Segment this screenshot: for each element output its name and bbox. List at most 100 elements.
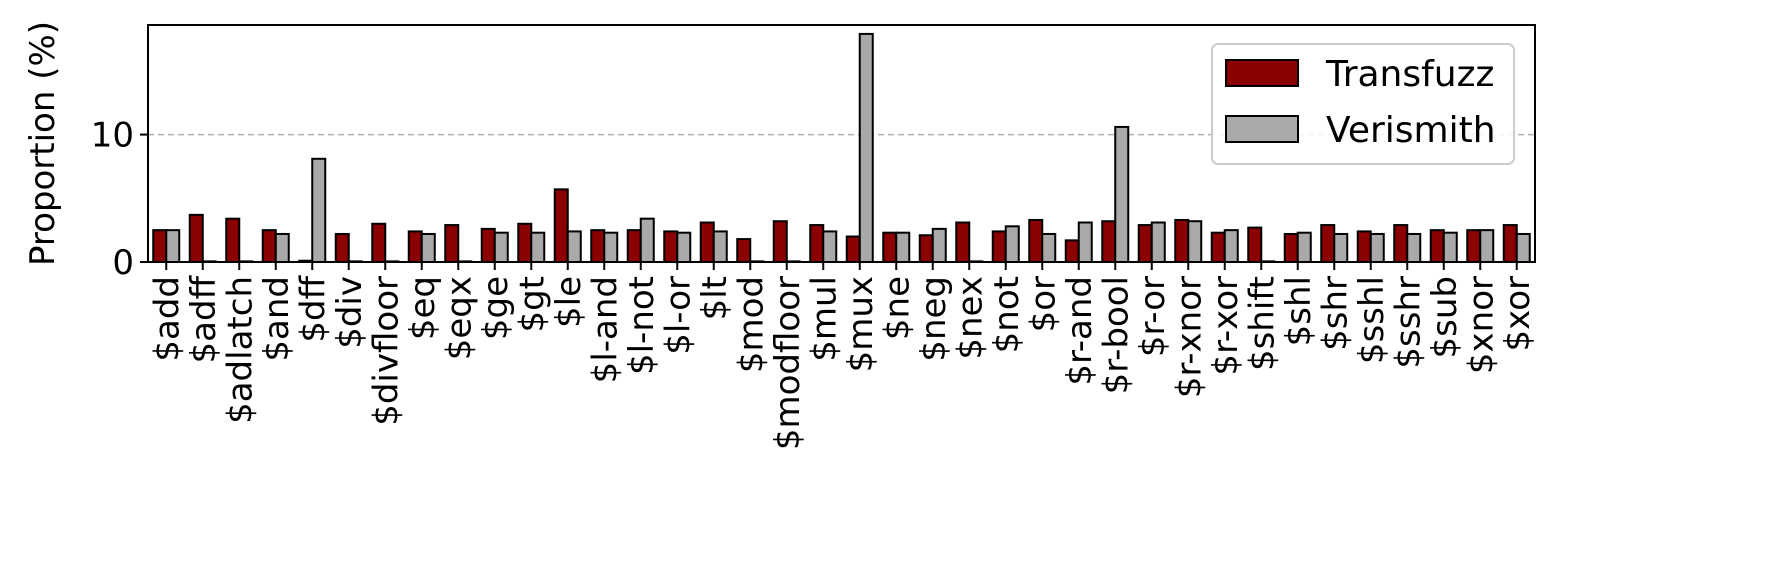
x-tick-label: $shift	[1242, 276, 1282, 371]
x-tick-label: $mul	[804, 276, 844, 362]
x-tick-label: $l-or	[658, 276, 698, 355]
bar-verismith-and	[274, 232, 290, 263]
bar-verismith-r-xor	[1223, 229, 1239, 263]
bar-transfuzz-or	[1028, 218, 1044, 263]
x-tick-label: $add	[147, 276, 187, 362]
bar-verismith-or	[1041, 232, 1057, 263]
x-tick-label: $div	[330, 276, 370, 349]
bar-transfuzz-mul	[809, 224, 825, 263]
bar-transfuzz-neg	[918, 234, 934, 263]
bar-transfuzz-r-or	[1137, 224, 1153, 263]
bar-verismith-shl	[1296, 231, 1312, 263]
x-tick-label: $adlatch	[220, 276, 260, 424]
plot-area-frame	[147, 24, 1536, 263]
x-tick-label: $shr	[1315, 276, 1355, 351]
bar-verismith-xor	[1515, 232, 1531, 263]
x-axis: $add$adff$adlatch$and$dff$div$divfloor$e…	[147, 262, 1538, 450]
x-tick-label: $l-and	[585, 276, 625, 383]
bar-transfuzz-adff	[188, 213, 204, 264]
bar-verismith-lt	[712, 230, 728, 264]
x-tick-label: $sshl	[1352, 276, 1392, 364]
bar-transfuzz-and	[261, 229, 277, 263]
bar-transfuzz-modfloor	[772, 220, 788, 263]
x-tick-label: $r-xnor	[1169, 276, 1209, 398]
bar-transfuzz-mod	[736, 238, 752, 263]
x-tick-label: $ge	[476, 276, 516, 340]
bar-verismith-l-or	[676, 231, 692, 263]
x-tick-label: $modfloor	[768, 276, 808, 450]
bar-verismith-dff	[311, 157, 327, 264]
bar-transfuzz-l-and	[590, 229, 606, 263]
bar-verismith-gt	[530, 231, 546, 263]
bar-verismith-r-and	[1077, 221, 1093, 263]
bar-transfuzz-r-xor	[1210, 231, 1226, 263]
bar-transfuzz-shr	[1320, 224, 1336, 263]
x-tick-label: $mod	[731, 276, 771, 373]
bar-transfuzz-ge	[480, 227, 496, 264]
bar-transfuzz-sshr	[1393, 224, 1409, 263]
bar-transfuzz-lt	[699, 221, 715, 263]
bar-transfuzz-l-not	[626, 229, 642, 263]
bar-verismith-eq	[420, 232, 436, 263]
bar-transfuzz-div	[334, 232, 350, 263]
y-axis-label: Proportion (%)	[23, 21, 63, 266]
x-tick-label: $neg	[914, 276, 954, 362]
bar-verismith-shr	[1333, 232, 1349, 263]
legend-swatch-transfuzz	[1225, 59, 1299, 87]
bar-transfuzz-mux	[845, 235, 861, 263]
y-axis: 0 10	[91, 116, 148, 283]
x-tick-label: $xnor	[1461, 276, 1501, 374]
bar-transfuzz-nex	[955, 221, 971, 263]
bar-transfuzz-r-bool	[1101, 220, 1117, 263]
bar-transfuzz-not	[991, 230, 1007, 264]
x-tick-label: $not	[987, 276, 1027, 353]
bar-transfuzz-divfloor	[371, 222, 387, 264]
bar-transfuzz-shift	[1247, 226, 1263, 263]
y-tick-label: 0	[112, 243, 134, 283]
x-tick-label: $mux	[841, 276, 881, 372]
x-tick-label: $dff	[293, 274, 333, 342]
bar-transfuzz-sub	[1429, 229, 1445, 263]
x-tick-label: $r-xor	[1206, 276, 1246, 376]
x-tick-label: $shl	[1279, 276, 1319, 346]
bar-transfuzz-le	[553, 188, 569, 264]
bar-transfuzz-sshl	[1356, 230, 1372, 264]
bar-transfuzz-gt	[517, 222, 533, 264]
x-tick-label: $r-bool	[1096, 276, 1136, 394]
x-tick-label: $eqx	[439, 276, 479, 360]
bar-transfuzz-eq	[407, 230, 423, 264]
bar-verismith-le	[566, 230, 582, 264]
bar-verismith-sshl	[1369, 232, 1385, 263]
x-tick-label: $gt	[512, 276, 552, 333]
y-tick-label: 10	[91, 116, 134, 156]
x-tick-label: $sub	[1425, 276, 1465, 358]
x-tick-label: $nex	[950, 276, 990, 360]
bar-verismith-add	[165, 229, 181, 263]
bar-verismith-mul	[822, 230, 838, 264]
bar-transfuzz-shl	[1283, 232, 1299, 263]
bar-transfuzz-xor	[1502, 224, 1518, 263]
legend-label-verismith: Verismith	[1326, 110, 1496, 151]
bar-transfuzz-eqx	[444, 224, 460, 263]
x-tick-label: $or	[1023, 276, 1063, 332]
bar-transfuzz-ne	[882, 231, 898, 263]
bar-transfuzz-add	[152, 229, 168, 263]
bar-verismith-r-bool	[1114, 125, 1130, 263]
x-tick-label: $le	[549, 276, 589, 328]
x-tick-label: $sshr	[1388, 276, 1428, 369]
bar-transfuzz-r-xnor	[1174, 218, 1190, 263]
bar-verismith-sub	[1442, 231, 1458, 263]
x-tick-label: $ne	[877, 276, 917, 340]
bar-verismith-r-or	[1150, 221, 1166, 263]
bar-verismith-xnor	[1479, 229, 1495, 263]
bar-transfuzz-adlatch	[225, 217, 241, 263]
x-tick-label: $and	[257, 276, 297, 362]
x-tick-label: $r-or	[1133, 276, 1173, 357]
x-tick-label: $lt	[695, 276, 735, 320]
bar-transfuzz-xnor	[1466, 229, 1482, 263]
bar-verismith-ge	[493, 231, 509, 263]
x-tick-label: $eq	[403, 276, 443, 340]
legend-label-transfuzz: Transfuzz	[1325, 54, 1494, 95]
legend-swatch-verismith	[1225, 115, 1299, 143]
